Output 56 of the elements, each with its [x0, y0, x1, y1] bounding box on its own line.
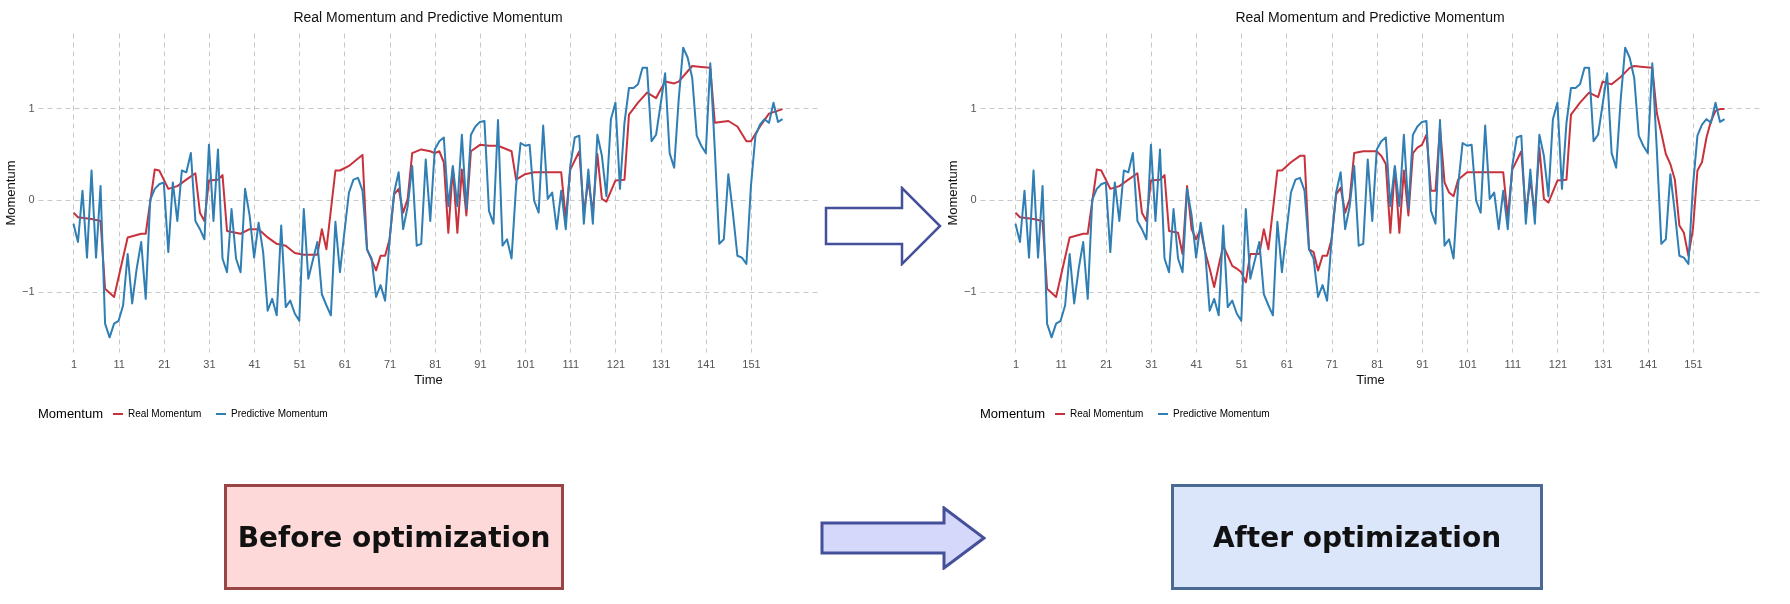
legend-label: Real Momentum	[128, 408, 202, 419]
y-tick-label: −1	[21, 285, 35, 297]
x-tick-label: 111	[1504, 357, 1522, 370]
x-tick-label: 41	[248, 357, 261, 370]
x-tick-label: 151	[742, 357, 761, 370]
x-tick-label: 91	[1416, 357, 1429, 370]
x-tick-label: 21	[158, 357, 171, 370]
y-tick-label: 0	[28, 193, 35, 206]
x-tick-label: 51	[1235, 357, 1248, 370]
x-tick-label: 81	[1371, 357, 1384, 370]
x-tick-label: 141	[1639, 357, 1658, 370]
y-axis-title: Momentum	[944, 160, 960, 226]
y-tick-label: 1	[970, 101, 977, 114]
x-tick-label: 61	[1280, 357, 1294, 370]
x-tick-label: 21	[1100, 357, 1113, 370]
x-tick-label: 31	[203, 357, 216, 370]
legend-label: Predictive Momentum	[231, 408, 328, 419]
x-tick-label: 131	[1593, 357, 1613, 370]
line-series	[72, 65, 784, 298]
x-tick-label: 151	[1684, 357, 1703, 370]
x-tick-label: 121	[1548, 357, 1568, 370]
x-tick-label: 61	[338, 357, 352, 370]
x-tick-label: 11	[1055, 357, 1067, 370]
x-tick-label: 101	[1458, 357, 1477, 370]
text-box: After optimization	[1171, 484, 1543, 590]
legend-label: Predictive Momentum	[1173, 408, 1270, 419]
chart-title: Real Momentum and Predictive Momentum	[293, 9, 563, 25]
y-tick-label: 1	[28, 101, 35, 114]
x-tick-label: 11	[113, 357, 125, 370]
legend-title: Momentum	[38, 406, 104, 421]
y-axis-title: Momentum	[2, 160, 18, 226]
x-tick-label: 111	[562, 357, 580, 370]
text-box: Before optimization	[224, 484, 564, 590]
y-tick-label: −1	[963, 285, 977, 297]
x-tick-label: 131	[651, 357, 671, 370]
x-tick-label: 91	[474, 357, 487, 370]
line-series	[1014, 65, 1726, 298]
x-tick-label: 81	[429, 357, 442, 370]
x-tick-label: 1	[1012, 357, 1020, 370]
legend-title: Momentum	[980, 406, 1046, 421]
x-tick-label: 41	[1190, 357, 1203, 370]
x-axis-title: Time	[414, 371, 443, 387]
y-tick-label: 0	[970, 193, 977, 206]
chart-title: Real Momentum and Predictive Momentum	[1235, 9, 1505, 25]
line-series	[72, 46, 784, 339]
x-tick-label: 51	[293, 357, 306, 370]
x-axis-title: Time	[1356, 371, 1385, 387]
x-tick-label: 101	[516, 357, 535, 370]
x-tick-label: 71	[383, 357, 397, 370]
legend-label: Real Momentum	[1070, 408, 1144, 419]
line-series	[1014, 46, 1726, 339]
x-tick-label: 1	[70, 357, 78, 370]
x-tick-label: 71	[1325, 357, 1339, 370]
x-tick-label: 31	[1145, 357, 1158, 370]
x-tick-label: 121	[606, 357, 626, 370]
x-tick-label: 141	[697, 357, 716, 370]
